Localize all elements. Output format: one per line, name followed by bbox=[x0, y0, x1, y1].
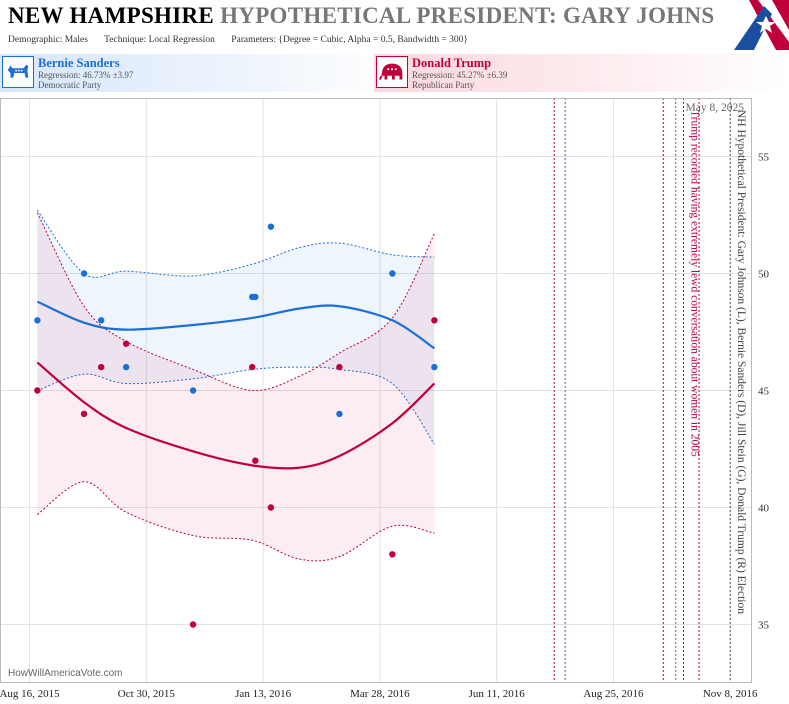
candidate-party: Republican Party bbox=[412, 80, 475, 90]
title-rest: HYPOTHETICAL PRESIDENT: GARY JOHNSON bbox=[220, 3, 750, 28]
plot-frame bbox=[0, 98, 752, 683]
page-title: NEW HAMPSHIRE HYPOTHETICAL PRESIDENT: GA… bbox=[8, 3, 750, 29]
x-tick-label: Aug 25, 2016 bbox=[583, 688, 644, 700]
confidence-band bbox=[37, 210, 435, 445]
poll-point bbox=[267, 223, 275, 230]
poll-point bbox=[252, 293, 259, 301]
candidate-regression: Regression: 45.27% ±6.39 bbox=[412, 70, 508, 80]
poll-point bbox=[34, 317, 41, 324]
regression-line bbox=[36, 300, 436, 350]
poll-point bbox=[189, 621, 197, 628]
chart-parameters: Demographic: Males Technique: Local Regr… bbox=[8, 35, 482, 45]
y-tick-label: 50 bbox=[758, 269, 770, 281]
regression-line bbox=[36, 361, 436, 470]
poll-point bbox=[122, 340, 130, 347]
x-tick-label: Nov 8, 2016 bbox=[703, 688, 758, 700]
poll-point bbox=[389, 270, 396, 277]
header: NEW HAMPSHIRE HYPOTHETICAL PRESIDENT: GA… bbox=[0, 0, 789, 50]
event-lines bbox=[553, 98, 731, 683]
poll-point bbox=[252, 457, 259, 464]
poll-point bbox=[34, 387, 41, 394]
parameters-label: Parameters: {Degree = Cubic, Alpha = 0.5… bbox=[231, 35, 468, 45]
poll-point bbox=[122, 363, 130, 371]
x-tick-label: Mar 28, 2016 bbox=[350, 688, 410, 700]
axes: 35 40 45 50 55 Aug 16, 2015 Oct 30, 2015 Jan 13… bbox=[0, 98, 770, 700]
confidence-band bbox=[37, 212, 435, 561]
candidate-name: Bernie Sanders bbox=[38, 56, 120, 70]
poll-point bbox=[336, 363, 343, 371]
poll-point bbox=[431, 317, 438, 324]
event-annotation: Trump recorded having extremely lewd con… bbox=[688, 110, 700, 457]
donkey-icon bbox=[2, 56, 34, 88]
candidate-party: Democratic Party bbox=[38, 80, 102, 90]
poll-point bbox=[189, 387, 197, 394]
confidence-bands bbox=[36, 210, 435, 562]
poll-point bbox=[431, 363, 438, 371]
event-annotation: NH Hypothetical President: Gary Johnson … bbox=[735, 110, 747, 614]
y-tick-label: 40 bbox=[758, 503, 770, 515]
poll-point bbox=[389, 551, 396, 558]
annotations: Trump recorded having extremely lewd con… bbox=[686, 102, 748, 614]
title-state: NEW HAMPSHIRE bbox=[8, 3, 215, 28]
poll-point bbox=[267, 504, 275, 511]
technique-label: Technique: Local Regression bbox=[104, 35, 215, 45]
poll-point bbox=[249, 363, 256, 371]
candidate-name: Donald Trump bbox=[412, 56, 492, 70]
candidate-rep: Donald Trump Regression: 45.27% ±6.39 Re… bbox=[374, 54, 789, 92]
upper-bound-line bbox=[36, 212, 435, 392]
demographic-label: Demographic: Males bbox=[8, 35, 88, 45]
date-label: May 8, 2025 bbox=[686, 102, 745, 114]
elephant-icon bbox=[376, 56, 408, 88]
poll-points bbox=[34, 223, 438, 628]
y-tick-label: 55 bbox=[758, 152, 770, 164]
flag-logo-icon bbox=[714, 0, 789, 50]
x-tick-label: Jan 13, 2016 bbox=[235, 688, 291, 700]
regression-lines bbox=[36, 300, 436, 470]
upper-bound-line bbox=[36, 210, 435, 278]
watermark: HowWillAmericaVote.com bbox=[8, 668, 123, 679]
poll-point bbox=[98, 363, 105, 371]
x-tick-label: Aug 16, 2015 bbox=[0, 688, 60, 700]
x-tick-label: Jun 11, 2016 bbox=[469, 688, 526, 700]
poll-point bbox=[336, 410, 343, 418]
y-tick-label: 35 bbox=[758, 620, 770, 632]
candidate-regression: Regression: 46.73% ±3.97 bbox=[38, 70, 134, 80]
poll-point bbox=[80, 410, 88, 418]
lower-bound-line bbox=[37, 481, 435, 562]
poll-point bbox=[98, 317, 105, 324]
poll-point bbox=[80, 270, 88, 277]
x-tick-label: Oct 30, 2015 bbox=[118, 688, 176, 700]
y-tick-label: 45 bbox=[758, 386, 770, 398]
candidate-dem: Bernie Sanders Regression: 46.73% ±3.97 … bbox=[0, 54, 395, 92]
